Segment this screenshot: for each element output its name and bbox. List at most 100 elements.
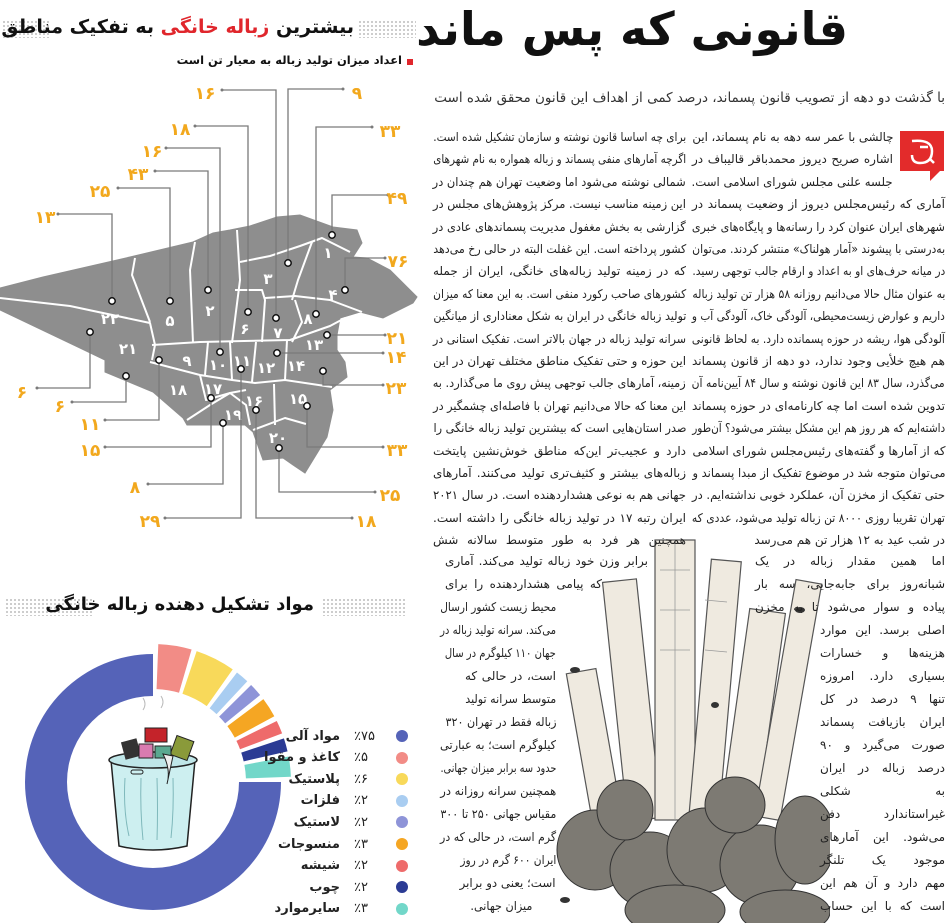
leader-end xyxy=(373,490,377,494)
article-text: ایران بازیافت پسماند xyxy=(820,715,945,729)
article-text-line: کشورهای صاحب رکورد منفی است. به این معنا… xyxy=(433,284,686,304)
district-number: ۳ xyxy=(263,270,272,288)
article-text-line: گرم است، در حالی که در xyxy=(440,827,556,847)
leader-line xyxy=(155,170,209,290)
article-text: می‌شود. این آمارهای xyxy=(820,830,945,844)
leader-line xyxy=(322,371,383,386)
trash-can-illustration xyxy=(108,695,198,851)
article-text: است، در حالی که xyxy=(465,669,556,683)
article-text-line: آلودگی هوا، ریشه در حوزه پسمانده دارد. ب… xyxy=(692,329,945,349)
leader-line xyxy=(344,257,385,290)
article-text: داریم و عوارض زیست‌محیطی، آلودگی خاک، آل… xyxy=(692,309,945,324)
district-number: ۴ xyxy=(328,286,337,304)
map-title-part: بیشترین xyxy=(275,16,354,38)
article-text: جهان ۱۱۰ کیلوگرم در سال xyxy=(445,646,556,660)
article-text-line: حتی تفکیک از مخزن آن، عملکرد خوبی نداشته… xyxy=(692,485,945,505)
district-marker xyxy=(319,367,327,375)
article-text-line: زمینه، آمارهای جالب توجهی پیش روی ما می‌… xyxy=(433,373,686,393)
district-boundaries xyxy=(0,229,363,431)
district-number: ۲۰ xyxy=(269,429,287,447)
legend-item: ٪۳ منسوجات xyxy=(278,834,408,854)
legend-item: ٪۲ فلزات xyxy=(301,791,408,811)
article-text: زباله‌های بیشتر و کثیف‌تری تولید می‌کنند… xyxy=(433,466,686,480)
article-text: تولید زباله خانگی در ایران به شکل معنادا… xyxy=(433,309,686,324)
article-text-line: است؛ یعنی دو برابر xyxy=(460,873,556,893)
legend-swatch xyxy=(396,794,408,807)
article-text: میزان جهانی. xyxy=(470,899,532,913)
district-waste-value: ۲۳ xyxy=(386,379,407,399)
article-text: اصلی برسد. این موارد xyxy=(820,623,945,637)
district-waste-value: ۱۸ xyxy=(356,512,377,532)
district-marker xyxy=(312,310,320,318)
article-text: اگرچه آمارهای منفی پسماند و زباله همواره… xyxy=(433,152,686,167)
leader-line xyxy=(165,369,242,519)
article-text-line: تدوین شده است اما چه کارنامه‌ای در حوزه … xyxy=(692,396,945,416)
title-dot-pattern xyxy=(2,20,50,38)
article-text-line: محیط زیست کشور ارسال xyxy=(440,597,556,617)
district-marker xyxy=(328,231,336,239)
article-text: هزینه‌ها و خسارات xyxy=(820,646,945,660)
legend-percent: ٪۲ xyxy=(354,793,368,809)
donut-slice-7 xyxy=(241,738,288,762)
district-waste-value: ۱۶ xyxy=(142,142,163,162)
article-text-line: می‌گذرد، سال ۸۳ این قانون نوشته و سال ۸۴… xyxy=(692,373,945,393)
article-text: داشته‌ایم که هر روز هم این مشکل بیشتر می… xyxy=(692,421,945,436)
district-waste-value: ۱۱ xyxy=(80,415,101,435)
article-text: تنها ۹ درصد در کل xyxy=(820,692,945,706)
legend-swatch xyxy=(396,773,408,786)
article-text-line: است که با این حساب xyxy=(820,896,945,916)
leader-end xyxy=(146,482,150,486)
legend-item: ٪۲ لاستیک xyxy=(294,812,408,832)
article-text: می‌گذرد، سال ۸۳ این قانون نوشته و سال ۸۴… xyxy=(692,376,945,391)
district-waste-value: ۲۵ xyxy=(380,486,401,506)
leader-end xyxy=(56,212,60,216)
district-marker xyxy=(122,372,130,380)
title-dot-pattern xyxy=(358,20,416,38)
article-text: چالشی با عمر سه دهه به نام پسماند، این xyxy=(692,130,893,144)
district-number: ۱۵ xyxy=(289,390,307,408)
leader-line xyxy=(331,194,388,235)
article-text-line: جهان ۱۱۰ کیلوگرم در سال xyxy=(445,643,556,663)
article-text-line: هم هیچ خلأیی وجود ندارد، دو دهه از قانون… xyxy=(692,351,945,371)
title-dot-pattern xyxy=(322,598,406,616)
article-text: برای چه اساسا قانون نوشته و سازمان تشکیل… xyxy=(433,130,686,144)
leader-line xyxy=(278,448,375,493)
leader-end xyxy=(341,87,345,91)
article-text: زمینه، آمارهای جالب توجهی پیش روی ما می‌… xyxy=(433,376,686,391)
article-text: تهران تقریبا روزی ۸۰۰۰ تن زباله تولید می… xyxy=(692,510,945,525)
leader-end xyxy=(370,125,374,129)
leader-line xyxy=(287,88,343,263)
article-text-line: ایران ۶۰۰ گرم در روز xyxy=(460,850,556,870)
leader-end xyxy=(381,351,385,355)
leader-line xyxy=(306,406,383,448)
article-text-line: شمالی نوشته می‌شود اما وضعیت تهران هم چن… xyxy=(433,172,686,192)
leader-line xyxy=(37,332,91,389)
article-text-line: ایران بازیافت پسماند xyxy=(820,712,945,732)
legend-label: کاغذ و مقوا xyxy=(264,750,340,766)
article-text: است که با این حساب xyxy=(820,899,945,913)
article-text-line: هزینه‌ها و خسارات xyxy=(820,643,945,663)
article-text: غیراستاندارد دفن xyxy=(820,807,945,821)
logo-icon xyxy=(910,139,940,181)
district-waste-value: ۴۳ xyxy=(128,165,149,185)
article-text: کشور پرداخته است. این غفلت البته در حالی… xyxy=(433,242,686,256)
leader-line xyxy=(105,360,160,421)
article-text-line: برای چه اساسا قانون نوشته و سازمان تشکیل… xyxy=(433,127,686,147)
article-text-line: اما همین مقدار زباله در یک xyxy=(755,551,945,571)
article-text-line: به شکلی xyxy=(820,781,945,801)
article-text: بسیاری دارد. امروزه xyxy=(820,669,945,683)
donut-slice-8 xyxy=(244,756,291,779)
article-text: جلسه علنی مجلس شورای اسلامی است. xyxy=(692,174,893,189)
article-text-line: در میانه حرف‌های او به اعداد و ارقام جال… xyxy=(692,261,945,281)
leader-end xyxy=(153,169,157,173)
district-waste-value: ۳۳ xyxy=(387,441,408,461)
article-text: اشاره صریح دیروز محمدباقر قالیباف در xyxy=(692,152,893,167)
district-number: ۱۱ xyxy=(233,352,251,370)
article-text-line: چالشی با عمر سه دهه به نام پسماند، این xyxy=(692,127,893,147)
leader-line xyxy=(118,187,171,301)
donut-slice-6 xyxy=(236,720,283,750)
district-marker xyxy=(284,259,292,267)
article-text: اما همین مقدار زباله در یک xyxy=(755,554,945,568)
article-text: صورت می‌گیرد و ۹۰ xyxy=(820,738,945,752)
article-text-line: دارد و عجیب‌تر این‌که مناطق خوش‌نشین پای… xyxy=(433,441,686,461)
